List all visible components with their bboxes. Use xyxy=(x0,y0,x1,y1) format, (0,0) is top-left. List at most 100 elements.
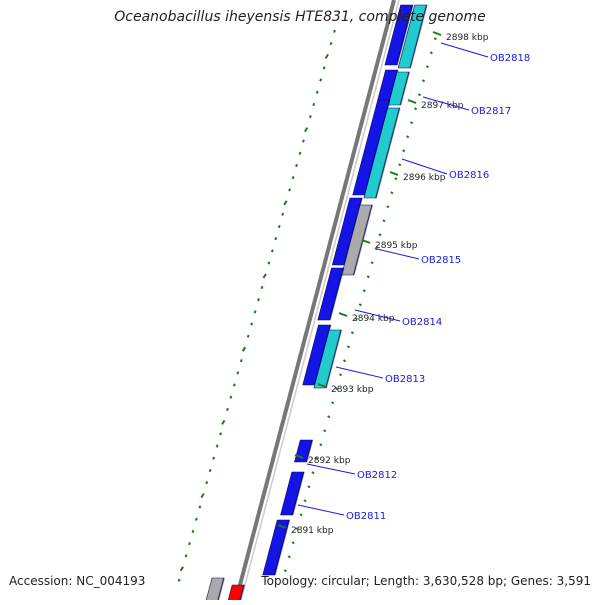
scale-minor-tick xyxy=(338,373,343,377)
inner-dot xyxy=(212,456,216,460)
gene-ob2812-shade xyxy=(305,439,314,463)
scale-tick-label: 2896 kbp xyxy=(403,173,446,183)
inner-dot xyxy=(221,419,226,425)
gene-ob2816-cyan[interactable] xyxy=(363,107,400,199)
inner-dot xyxy=(253,310,257,314)
scale-minor-tick xyxy=(366,275,370,279)
feature-track xyxy=(204,4,428,605)
inner-dot xyxy=(241,346,247,352)
scale-minor-tick xyxy=(390,191,394,195)
inner-dot xyxy=(246,334,250,338)
scale-minor-tick xyxy=(319,443,323,447)
scale-minor-tick xyxy=(354,317,358,321)
gene-ob2815[interactable] xyxy=(317,267,344,321)
inner-dot xyxy=(219,432,222,436)
gene-label-link[interactable]: OB2815 xyxy=(421,255,461,266)
gene-ob2818[interactable] xyxy=(384,4,414,66)
gene-label-link[interactable]: OB2813 xyxy=(385,374,425,385)
scale-tick-label: 2893 kbp xyxy=(331,385,374,395)
inner-dot xyxy=(194,517,198,521)
gene-ob2815-gray[interactable] xyxy=(341,204,373,276)
gene-other-gray[interactable] xyxy=(204,577,225,605)
scale-minor-tick xyxy=(394,177,398,181)
scale-tick xyxy=(317,383,327,388)
gene-label-leader xyxy=(401,158,448,175)
map-title: Oceanobacillus iheyensis HTE831, complet… xyxy=(114,9,486,25)
gene-label-link[interactable]: OB2812 xyxy=(357,470,397,481)
inner-dot xyxy=(177,578,181,582)
scale-minor-tick xyxy=(335,387,339,391)
scale-tick-label: 2894 kbp xyxy=(352,314,395,324)
gene-label-leader xyxy=(306,463,356,475)
backbone-line xyxy=(234,0,396,601)
scale-minor-tick xyxy=(382,219,386,223)
inner-dot xyxy=(257,298,260,302)
genome-summary: Topology: circular; Length: 3,630,528 bp… xyxy=(261,574,591,588)
gene-ob2818-cyan-shade xyxy=(409,4,428,69)
inner-dot xyxy=(239,359,243,363)
scale-minor-tick xyxy=(402,149,406,153)
inner-dot xyxy=(288,188,292,192)
gene-ob2811[interactable] xyxy=(280,471,305,516)
scale-tick xyxy=(407,99,417,104)
gene-label-leader xyxy=(440,42,489,58)
gene-labels: OB2818 OB2817 OB2816 OB2815 OB2814 OB2813 OB28… xyxy=(297,42,530,522)
gene-label-link[interactable]: OB2818 xyxy=(490,53,530,64)
scale-tick xyxy=(389,171,399,176)
inner-dot xyxy=(236,371,240,375)
gene-ob2818-cyan[interactable] xyxy=(397,4,428,69)
inner-dot xyxy=(324,53,329,59)
inner-dot xyxy=(232,383,236,387)
scale-minor-tick xyxy=(398,163,402,167)
inner-dot xyxy=(333,29,336,33)
gene-ob2811-shade xyxy=(291,471,305,516)
gene-label-leader xyxy=(422,96,470,111)
scale-minor-tick xyxy=(421,79,426,83)
gene-ob2817-cyan[interactable] xyxy=(387,71,410,106)
scale-minor-tick xyxy=(417,93,422,97)
gene-label-link[interactable]: OB2816 xyxy=(449,170,489,181)
inner-dot xyxy=(301,139,305,143)
scale-minor-tick xyxy=(295,527,299,531)
gene-label-link[interactable]: OB2814 xyxy=(402,317,442,328)
scale-minor-tick xyxy=(342,359,347,363)
gene-label-leader xyxy=(376,248,420,260)
scale-minor-tick xyxy=(374,247,378,251)
inner-dot xyxy=(229,395,233,399)
gene-ob2811-b[interactable] xyxy=(262,519,290,576)
scale-tick-label: 2898 kbp xyxy=(446,33,489,43)
scale-minor-tick xyxy=(299,513,303,517)
inner-dot xyxy=(295,163,298,168)
inner-dot xyxy=(312,102,316,107)
scale-minor-tick xyxy=(433,37,437,41)
scale-minor-tick xyxy=(425,65,430,69)
scale-minor-tick xyxy=(346,345,351,349)
inner-dot xyxy=(198,505,202,509)
inner-dot xyxy=(250,322,254,326)
accession-label: Accession: NC_004193 xyxy=(9,574,146,588)
scale-minor-tick xyxy=(410,121,414,125)
scale-tick-label: 2895 kbp xyxy=(375,241,418,251)
scale-tick xyxy=(361,239,371,244)
scale-tick xyxy=(432,31,442,36)
scale-tick xyxy=(294,454,304,459)
inner-dot xyxy=(184,554,188,558)
scale-minor-tick xyxy=(370,261,374,265)
backbone-highlight xyxy=(240,0,400,601)
inner-dot xyxy=(274,237,278,241)
inner-dot xyxy=(319,78,323,82)
inner-dot xyxy=(215,444,219,448)
gene-label-link[interactable]: OB2811 xyxy=(346,511,386,522)
inner-dot xyxy=(304,127,309,133)
scale-minor-tick xyxy=(291,541,295,545)
inner-dot xyxy=(291,176,295,180)
gene-label-link[interactable]: OB2817 xyxy=(471,106,511,117)
gene-ob2813-shade xyxy=(324,329,343,389)
gene-ob2813[interactable] xyxy=(313,329,342,389)
scale-minor-tick xyxy=(327,415,331,419)
inner-dot xyxy=(281,212,285,216)
inner-dot xyxy=(191,529,195,534)
gene-ob2815-shade xyxy=(328,267,345,321)
